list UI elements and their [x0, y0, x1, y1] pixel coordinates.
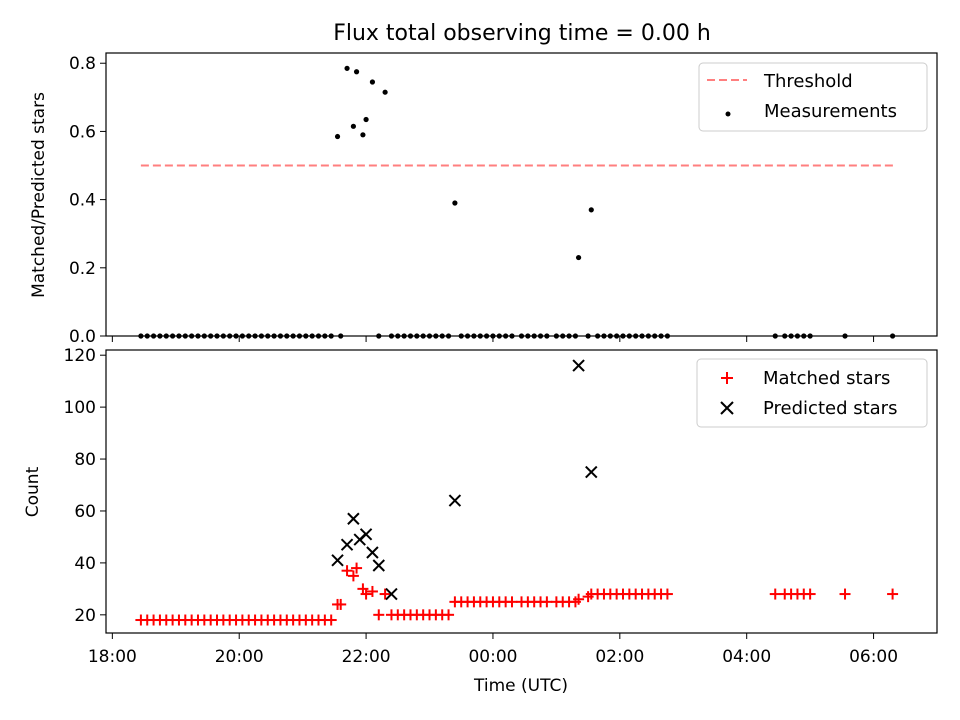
measurement-point	[353, 69, 360, 75]
y-tick-label: 0.2	[69, 259, 96, 279]
measurement-point	[334, 133, 341, 140]
predicted-legend-label: Predicted stars	[763, 398, 897, 419]
y-tick-label: 0.4	[69, 191, 96, 211]
matched-star-point	[351, 562, 363, 574]
bottom-plot-frame	[105, 349, 938, 634]
top-legend-box	[698, 62, 928, 132]
y-tick-label: 80	[74, 450, 96, 470]
top-panel: 0.00.20.40.60.8 Matched/Predicted stars …	[29, 52, 938, 347]
measurement-point	[452, 200, 458, 206]
bottom-y-axis-label: Count	[23, 466, 43, 517]
bottom-x-axis: 18:00 20:00 22:00 00:00 02:00 04:00 06:00	[88, 633, 898, 667]
y-tick-label: 100	[64, 398, 96, 418]
bottom-panel: 20 40 60 80 100 120 18:00 20:00 22:00 00:00 02:00…	[23, 346, 938, 696]
measurements-legend-swatch	[725, 111, 731, 117]
measurement-point	[350, 123, 356, 129]
x-tick-label: 06:00	[849, 647, 898, 667]
measurement-point	[360, 132, 366, 138]
matched-star-point	[335, 598, 347, 610]
y-tick-label: 0.0	[69, 327, 96, 347]
measurement-point	[382, 89, 388, 95]
bottom-legend: Matched stars Predicted stars	[696, 358, 928, 428]
predicted-star-point	[331, 554, 344, 567]
predicted-star-point	[340, 538, 354, 551]
predicted-star-point	[366, 546, 379, 559]
predicted-star-point	[572, 359, 585, 372]
predicted-star-point	[448, 494, 462, 507]
predicted-star-point	[385, 587, 398, 601]
matched-star-point	[341, 565, 353, 577]
x-tick-label: 20:00	[215, 647, 264, 667]
matched-star-point	[443, 609, 455, 621]
matched-star-point	[839, 588, 851, 600]
x-axis-label: Time (UTC)	[473, 676, 568, 696]
predicted-star-point	[372, 559, 385, 572]
matched-star-point	[661, 588, 673, 600]
x-tick-label: 02:00	[595, 647, 644, 667]
y-tick-label: 40	[74, 554, 96, 574]
measurement-point	[575, 254, 582, 261]
x-tick-label: 22:00	[342, 647, 391, 667]
matched-legend-swatch	[721, 372, 733, 384]
chart-title: Flux total observing time = 0.00 h	[333, 21, 711, 46]
y-tick-label: 120	[64, 346, 96, 366]
top-y-axis: 0.0 0.2 0.4 0.6 0.8	[69, 54, 106, 347]
matched-star-point	[506, 596, 518, 608]
bottom-y-axis: 20 40 60 80 100 120	[64, 346, 106, 626]
threshold-legend-label: Threshold	[763, 71, 853, 92]
top-plot-frame	[105, 52, 938, 337]
top-x-axis	[111, 336, 875, 342]
matched-star-point	[541, 596, 553, 608]
measurements-legend-label: Measurements	[764, 101, 897, 122]
matched-star-point	[887, 588, 899, 600]
predicted-star-point	[585, 465, 598, 479]
y-tick-label: 0.8	[69, 54, 96, 74]
x-tick-label: 04:00	[722, 647, 771, 667]
matched-legend-label: Matched stars	[763, 368, 890, 389]
matched-star-point	[804, 588, 816, 600]
matched-star-point	[379, 588, 391, 600]
predicted-star-point	[347, 512, 360, 525]
y-tick-label: 60	[74, 502, 96, 522]
matched-star-point	[366, 585, 378, 597]
x-tick-label: 00:00	[468, 647, 517, 667]
matched-star-point	[573, 593, 585, 605]
bottom-content	[135, 359, 899, 626]
predicted-star-point	[359, 528, 373, 541]
matched-star-point	[347, 570, 359, 582]
matched-star-point	[325, 614, 337, 626]
y-tick-label: 0.6	[69, 122, 96, 142]
top-legend: Threshold Measurements	[698, 62, 928, 132]
matched-star-point	[373, 609, 385, 621]
matched-star-point	[360, 588, 372, 600]
measurement-point	[588, 207, 594, 213]
x-tick-label: 18:00	[88, 647, 137, 667]
bottom-legend-box	[696, 358, 928, 428]
measurement-point	[344, 65, 350, 71]
matched-star-point	[769, 588, 781, 600]
predicted-legend-swatch	[720, 401, 734, 415]
measurement-point	[363, 116, 369, 123]
measurement-point	[369, 79, 376, 85]
top-y-axis-label: Matched/Predicted stars	[29, 92, 49, 298]
y-tick-label: 20	[74, 606, 96, 626]
